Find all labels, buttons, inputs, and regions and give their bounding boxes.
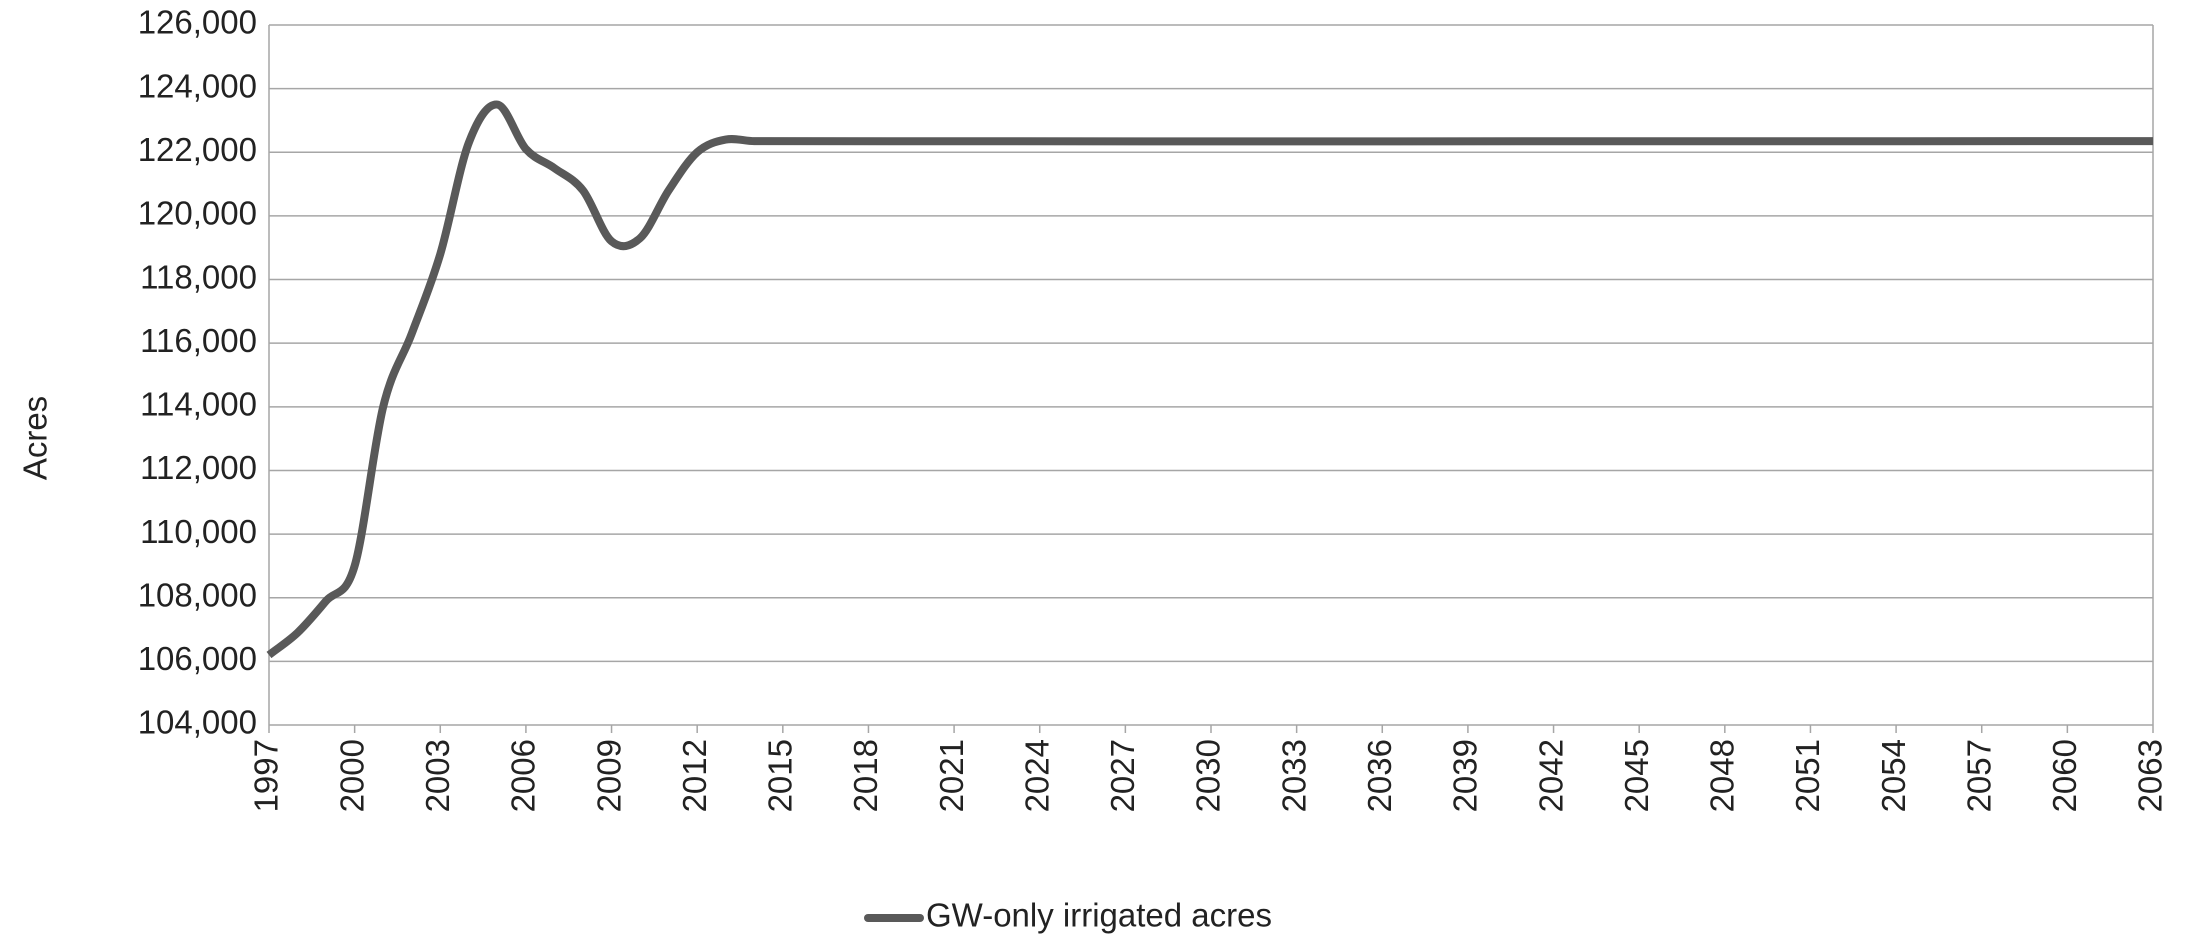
y-tick-label: 108,000 <box>138 576 257 613</box>
x-tick-label: 2042 <box>1532 739 1569 812</box>
legend-label: GW-only irrigated acres <box>926 897 1272 934</box>
x-tick-label: 2027 <box>1104 739 1141 812</box>
x-tick-label: 2051 <box>1789 739 1826 812</box>
x-tick-label: 2018 <box>847 739 884 812</box>
x-tick-label: 2012 <box>676 739 713 812</box>
x-tick-label: 2021 <box>933 739 970 812</box>
y-tick-label: 126,000 <box>138 4 257 41</box>
x-tick-label: 1997 <box>248 739 285 812</box>
y-tick-label: 124,000 <box>138 67 257 104</box>
x-tick-label: 2006 <box>505 739 542 812</box>
x-tick-label: 2039 <box>1447 739 1484 812</box>
x-tick-label: 2054 <box>1875 739 1912 812</box>
y-tick-label: 122,000 <box>138 131 257 168</box>
x-tick-label: 2036 <box>1361 739 1398 812</box>
y-tick-label: 120,000 <box>138 195 257 232</box>
x-tick-label: 2000 <box>333 739 370 812</box>
x-tick-label: 2030 <box>1190 739 1227 812</box>
x-tick-label: 2024 <box>1018 739 1055 812</box>
x-tick-label: 2060 <box>2046 739 2083 812</box>
x-tick-label: 2048 <box>1704 739 1741 812</box>
x-tick-label: 2003 <box>419 739 456 812</box>
y-tick-label: 118,000 <box>140 258 257 295</box>
x-tick-label: 2033 <box>1275 739 1312 812</box>
x-tick-label: 2015 <box>762 739 799 812</box>
y-tick-label: 112,000 <box>140 449 257 486</box>
y-axis-label: Acres <box>17 396 54 480</box>
y-tick-label: 106,000 <box>138 640 257 677</box>
x-tick-label: 2063 <box>2132 739 2169 812</box>
y-tick-label: 110,000 <box>140 513 257 550</box>
line <box>266 100 2154 659</box>
x-tick-label: 2009 <box>590 739 627 812</box>
y-tick-label: 114,000 <box>140 386 257 423</box>
y-tick-label: 116,000 <box>140 322 257 359</box>
y-tick-label: 104,000 <box>138 704 257 741</box>
x-tick-label: 2057 <box>1960 739 1997 812</box>
x-tick-label: 2045 <box>1618 739 1655 812</box>
